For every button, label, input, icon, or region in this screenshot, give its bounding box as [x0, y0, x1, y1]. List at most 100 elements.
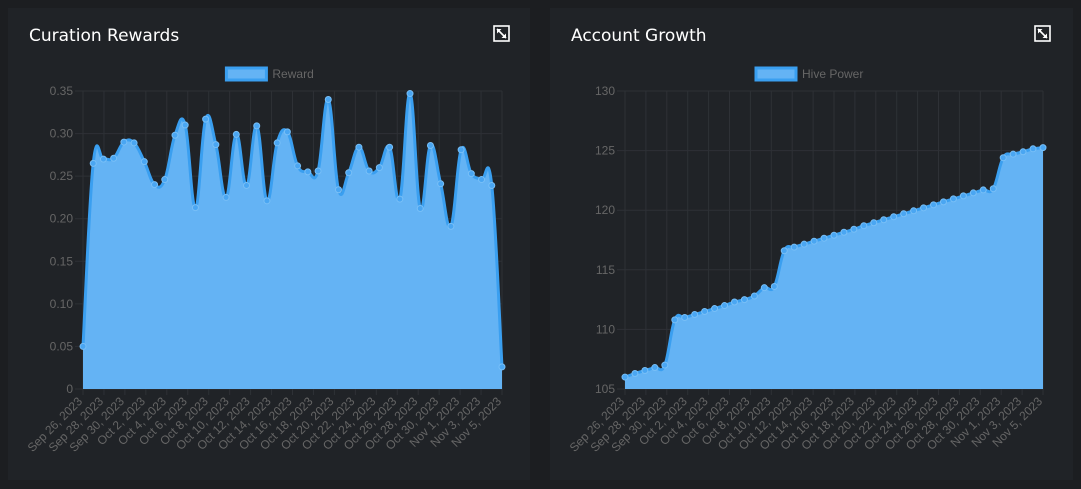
data-point — [447, 222, 455, 230]
curation-rewards-card: Curation Rewards 0 0.05 0.10 0.15 0.20 0.25 0.… — [8, 8, 530, 480]
data-point — [161, 176, 169, 184]
data-point — [790, 243, 798, 251]
card-title: Curation Rewards — [29, 26, 180, 46]
data-point — [467, 170, 475, 178]
data-point — [273, 139, 281, 147]
data-point — [691, 311, 699, 318]
data-point — [324, 96, 332, 104]
data-point — [770, 282, 778, 290]
data-point — [999, 154, 1007, 162]
account-growth-card: Account Growth 105 110 115 120 125 130 Sep 26,… — [550, 8, 1073, 480]
data-point — [641, 367, 649, 375]
data-point — [191, 204, 199, 212]
card-title: Account Growth — [571, 26, 707, 46]
data-point — [232, 130, 240, 138]
data-point — [181, 121, 189, 129]
data-point — [930, 201, 938, 209]
data-point — [396, 195, 404, 203]
legend-label: Reward — [272, 67, 313, 81]
data-point — [890, 213, 898, 221]
data-point — [79, 342, 87, 350]
data-point — [406, 90, 414, 98]
expand-icon[interactable] — [493, 25, 510, 42]
data-point — [671, 316, 679, 324]
y-tick-label: 0.35 — [50, 84, 74, 98]
data-point — [1039, 144, 1047, 152]
y-tick-label: 105 — [595, 382, 615, 396]
data-point — [979, 186, 987, 194]
data-point — [375, 164, 383, 172]
data-point — [850, 225, 858, 233]
data-point — [800, 240, 808, 248]
data-point — [910, 207, 918, 215]
data-point — [283, 128, 291, 136]
series-area — [625, 147, 1043, 389]
data-point — [989, 185, 997, 193]
data-point — [89, 159, 97, 167]
data-point — [386, 143, 394, 151]
expand-icon[interactable] — [1034, 25, 1051, 42]
data-point — [202, 115, 210, 123]
data-point — [99, 155, 107, 163]
y-tick-label: 120 — [595, 203, 615, 217]
y-tick-label: 0.25 — [50, 169, 74, 183]
data-point — [681, 313, 689, 321]
data-point — [365, 167, 373, 175]
data-point — [345, 169, 353, 177]
data-point — [760, 284, 768, 292]
y-tick-label: 0.20 — [50, 212, 74, 226]
legend-swatch — [224, 66, 268, 82]
data-point — [1019, 148, 1027, 156]
data-point — [711, 305, 719, 313]
data-point — [304, 168, 312, 176]
data-point — [830, 231, 838, 239]
data-point — [334, 186, 342, 194]
data-point — [314, 167, 322, 175]
data-point — [263, 197, 271, 205]
data-point — [151, 181, 159, 189]
data-point — [457, 146, 465, 154]
data-point — [253, 122, 261, 130]
y-tick-label: 0.10 — [50, 297, 74, 311]
y-tick-label: 110 — [596, 322, 615, 336]
data-point — [730, 298, 738, 306]
data-point — [860, 222, 868, 230]
data-point — [661, 361, 669, 369]
y-tick-label: 0.15 — [50, 254, 74, 268]
y-tick-label: 0.05 — [50, 339, 74, 353]
data-point — [959, 192, 967, 200]
data-point — [416, 204, 424, 212]
data-point — [740, 296, 748, 304]
y-tick-label: 125 — [595, 144, 615, 158]
data-point — [1009, 150, 1017, 158]
data-point — [969, 189, 977, 197]
y-tick-label: 0.30 — [50, 127, 74, 141]
data-point — [120, 138, 128, 146]
data-point — [870, 219, 878, 227]
data-point — [949, 195, 957, 203]
data-point — [294, 162, 302, 170]
data-point — [426, 141, 434, 149]
data-point — [140, 158, 148, 166]
data-point — [701, 308, 709, 316]
data-point — [437, 180, 445, 188]
data-point — [631, 370, 639, 378]
data-point — [212, 141, 220, 149]
data-point — [355, 143, 363, 151]
data-point — [780, 247, 788, 255]
data-point — [110, 154, 118, 162]
y-tick-label: 130 — [595, 84, 615, 98]
data-point — [243, 182, 251, 190]
data-point — [920, 204, 928, 212]
legend-swatch — [754, 66, 798, 82]
y-tick-label: 0 — [66, 382, 73, 396]
data-point — [488, 182, 496, 190]
data-point — [880, 216, 888, 224]
y-tick-label: 115 — [596, 263, 615, 277]
data-point — [130, 139, 138, 147]
data-point — [621, 373, 629, 381]
data-point — [840, 228, 848, 236]
data-point — [750, 292, 758, 300]
